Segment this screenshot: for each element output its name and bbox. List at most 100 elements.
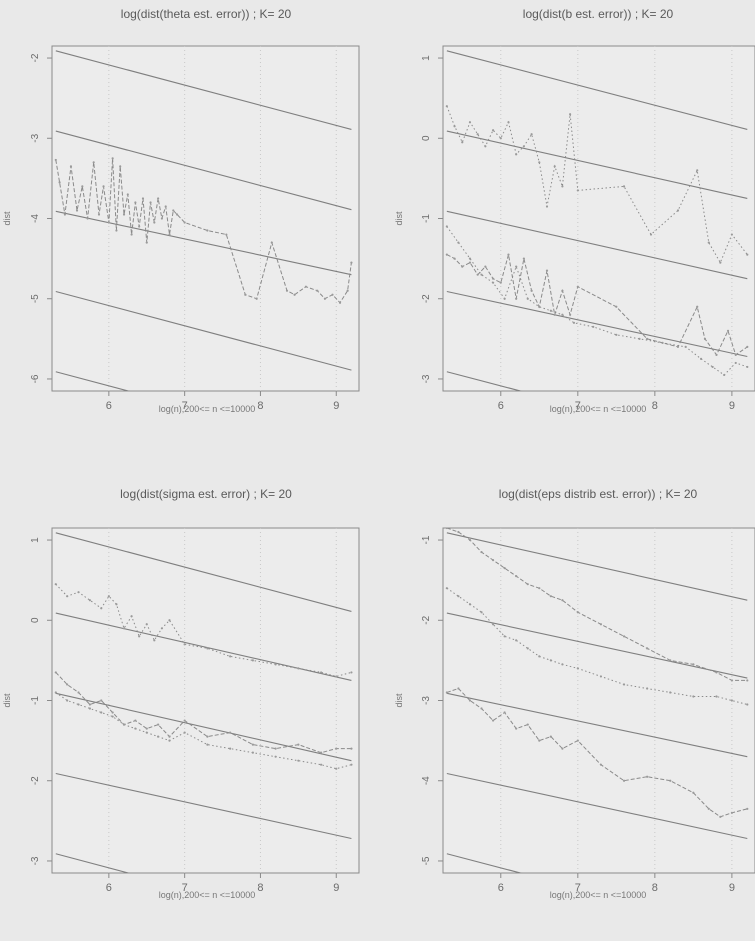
data-point xyxy=(468,603,472,606)
data-point xyxy=(730,233,733,236)
data-point xyxy=(507,121,510,124)
data-point xyxy=(134,201,137,204)
y-tick-label: -2 xyxy=(30,53,41,62)
reference-line xyxy=(55,371,131,391)
reference-line xyxy=(446,853,523,873)
data-point xyxy=(153,221,156,224)
data-point xyxy=(92,161,95,164)
data-point xyxy=(615,333,618,336)
data-point xyxy=(457,241,460,244)
data-point xyxy=(707,807,710,810)
data-point xyxy=(746,365,749,369)
data-point xyxy=(183,719,186,722)
data-point xyxy=(111,711,114,714)
data-point xyxy=(251,743,254,746)
data-point xyxy=(576,285,579,288)
x-tick-label: 7 xyxy=(182,400,188,412)
data-point xyxy=(711,365,714,369)
data-point xyxy=(331,293,334,296)
data-point xyxy=(111,157,114,160)
y-tick-label: -1 xyxy=(421,214,432,223)
data-point xyxy=(130,233,133,236)
plot-frame xyxy=(442,527,755,874)
data-point xyxy=(66,699,69,702)
data-series-line xyxy=(55,158,352,304)
data-point xyxy=(102,185,105,188)
data-point xyxy=(572,321,576,324)
data-point xyxy=(484,265,487,268)
reference-line xyxy=(446,290,748,358)
data-point xyxy=(75,209,79,212)
data-point xyxy=(335,675,338,678)
data-point xyxy=(491,129,495,132)
data-point xyxy=(251,659,254,662)
data-point xyxy=(592,325,595,328)
plot-area xyxy=(54,50,353,391)
data-point xyxy=(274,747,277,750)
data-point xyxy=(319,671,323,674)
data-point xyxy=(183,643,186,646)
data-series-line xyxy=(55,583,352,677)
data-point xyxy=(54,691,57,694)
y-tick-label: -1 xyxy=(30,696,41,705)
data-point xyxy=(622,185,626,188)
data-point xyxy=(457,687,460,690)
data-point xyxy=(715,695,718,698)
x-tick-label: 8 xyxy=(652,882,658,894)
data-point xyxy=(445,528,448,530)
data-point xyxy=(746,703,749,706)
data-point xyxy=(316,289,319,292)
data-point xyxy=(183,731,186,734)
chart-title: log(dist(eps distrib est. error)) ; K= 2… xyxy=(499,487,698,501)
data-point xyxy=(622,635,626,638)
reference-line xyxy=(446,50,748,130)
chart-title: log(dist(sigma est. error) ; K= 20 xyxy=(120,487,292,501)
data-point xyxy=(145,727,148,730)
data-point xyxy=(100,699,103,702)
data-point xyxy=(168,233,171,236)
x-tick-label: 8 xyxy=(652,400,658,412)
data-point xyxy=(599,623,603,626)
data-point xyxy=(149,201,152,204)
data-point xyxy=(293,293,296,296)
data-point xyxy=(622,779,626,782)
data-point xyxy=(491,277,495,280)
data-point xyxy=(175,213,179,216)
data-point xyxy=(599,763,603,766)
data-point xyxy=(576,739,579,742)
data-point xyxy=(274,663,277,666)
data-point xyxy=(274,755,277,758)
x-tick-label: 6 xyxy=(106,400,112,412)
data-point xyxy=(297,667,300,670)
data-point xyxy=(499,281,502,284)
data-point xyxy=(526,297,529,300)
data-point xyxy=(696,305,699,308)
data-point xyxy=(97,213,101,216)
data-point xyxy=(703,337,707,340)
data-point xyxy=(569,113,572,116)
y-axis-label: dist xyxy=(394,693,404,708)
chart-panel-4: 6 7 8 9 -1 -2 -3 -4 -5 log(dist(eps distrib est. … xyxy=(394,487,755,900)
data-point xyxy=(646,647,649,650)
data-point xyxy=(734,361,737,365)
y-tick-label: -5 xyxy=(30,294,41,303)
data-point xyxy=(119,165,122,168)
data-point xyxy=(160,217,164,220)
reference-line xyxy=(446,371,523,391)
data-point xyxy=(538,655,541,658)
data-point xyxy=(100,711,103,714)
data-point xyxy=(445,225,448,228)
data-point xyxy=(122,723,126,726)
data-series-line xyxy=(446,528,748,681)
data-point xyxy=(172,209,175,212)
data-point xyxy=(145,623,148,626)
data-point xyxy=(569,313,572,316)
data-point xyxy=(484,145,487,148)
data-point xyxy=(561,663,564,666)
data-point xyxy=(164,205,167,208)
data-point xyxy=(346,289,349,292)
data-point xyxy=(522,257,525,260)
data-point xyxy=(270,241,273,244)
data-point xyxy=(183,221,186,224)
data-point xyxy=(141,197,145,200)
